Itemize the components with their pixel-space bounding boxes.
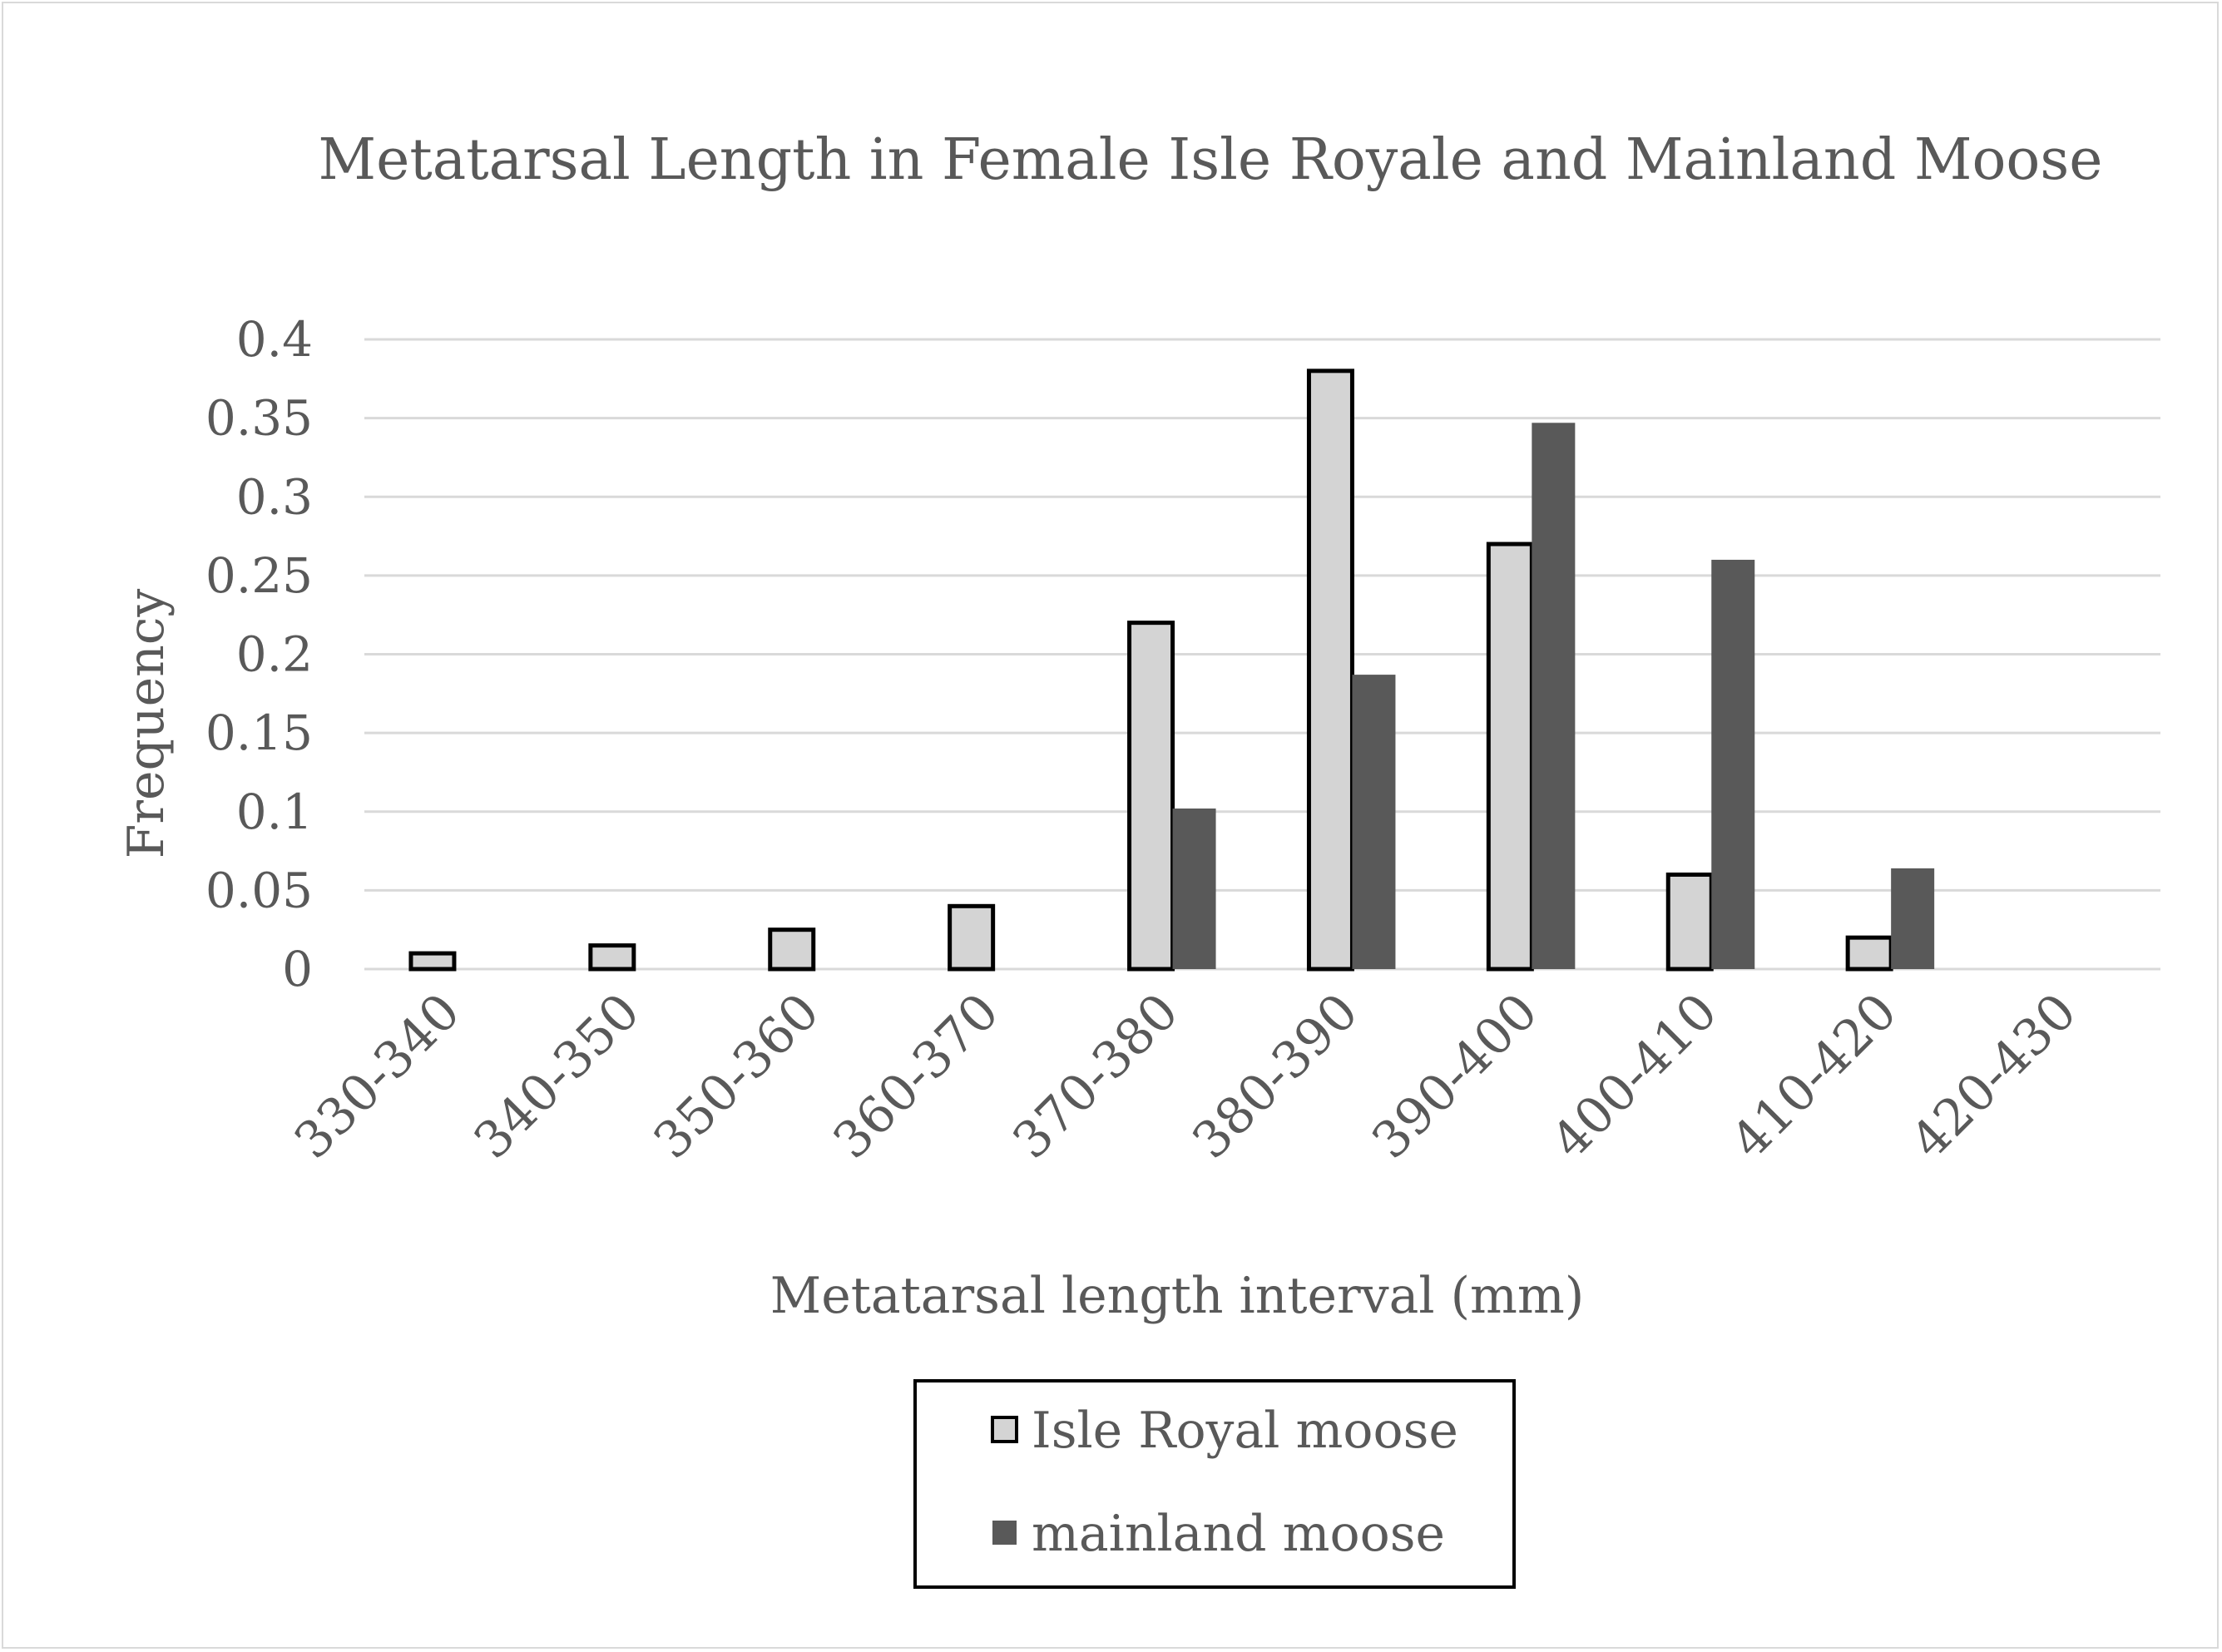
bar-mainland-380-390 xyxy=(1352,675,1396,969)
x-tick-label: 410-420 xyxy=(1720,982,1908,1170)
x-tick-label: 350-360 xyxy=(643,982,831,1170)
y-tick-label: 0.1 xyxy=(236,784,313,840)
legend-swatch-isle-royal xyxy=(991,1416,1018,1443)
bar-isle-royal-360-370 xyxy=(948,903,996,972)
x-tick-label: 340-350 xyxy=(463,982,651,1170)
bar-mainland-400-410 xyxy=(1711,559,1755,969)
y-tick-label: 0.4 xyxy=(236,311,313,368)
bar-isle-royal-350-360 xyxy=(768,927,816,972)
x-tick-label: 370-380 xyxy=(1002,982,1190,1170)
y-tick-label: 0 xyxy=(282,941,313,997)
bar-mainland-390-400 xyxy=(1532,423,1576,969)
bar-isle-royal-400-410 xyxy=(1665,872,1714,972)
bars xyxy=(408,368,1935,972)
y-tick-label: 0.3 xyxy=(236,468,313,525)
x-axis-ticks: 330-340340-350350-360360-370370-380380-3… xyxy=(284,982,2088,1170)
y-tick-label: 0.2 xyxy=(236,626,313,683)
bar-isle-royal-410-420 xyxy=(1845,935,1893,972)
y-axis-title: Frequency xyxy=(117,589,176,859)
x-axis-title: Metatarsal length interval (mm) xyxy=(770,1267,1584,1325)
legend-label-mainland: mainland moose xyxy=(1032,1505,1445,1563)
y-tick-label: 0.05 xyxy=(205,862,313,918)
x-tick-label: 420-430 xyxy=(1900,982,2088,1170)
chart-title: Metatarsal Length in Female Isle Royale … xyxy=(319,127,2103,193)
x-tick-label: 390-400 xyxy=(1361,982,1549,1170)
bar-isle-royal-390-400 xyxy=(1486,542,1534,972)
legend-label-isle-royal: Isle Royal moose xyxy=(1032,1402,1458,1460)
x-tick-label: 400-410 xyxy=(1541,982,1729,1170)
x-tick-label: 380-390 xyxy=(1181,982,1369,1170)
bar-isle-royal-380-390 xyxy=(1306,368,1354,972)
y-tick-label: 0.25 xyxy=(205,547,313,604)
x-tick-label: 360-370 xyxy=(822,982,1010,1170)
bar-isle-royal-340-350 xyxy=(588,943,636,972)
bar-isle-royal-330-340 xyxy=(408,951,457,972)
y-tick-label: 0.35 xyxy=(205,390,313,447)
y-tick-label: 0.15 xyxy=(205,705,313,761)
legend: Isle Royal moose mainland moose xyxy=(913,1379,1516,1589)
legend-box xyxy=(913,1379,1516,1589)
bar-mainland-410-420 xyxy=(1891,868,1935,969)
x-tick-label: 330-340 xyxy=(284,982,472,1170)
bar-isle-royal-370-380 xyxy=(1127,621,1175,972)
y-axis-ticks: 0 0.05 0.1 0.15 0.2 0.25 0.3 0.35 0.4 xyxy=(205,311,313,997)
bar-mainland-370-380 xyxy=(1172,808,1216,969)
legend-swatch-mainland xyxy=(992,1521,1017,1545)
